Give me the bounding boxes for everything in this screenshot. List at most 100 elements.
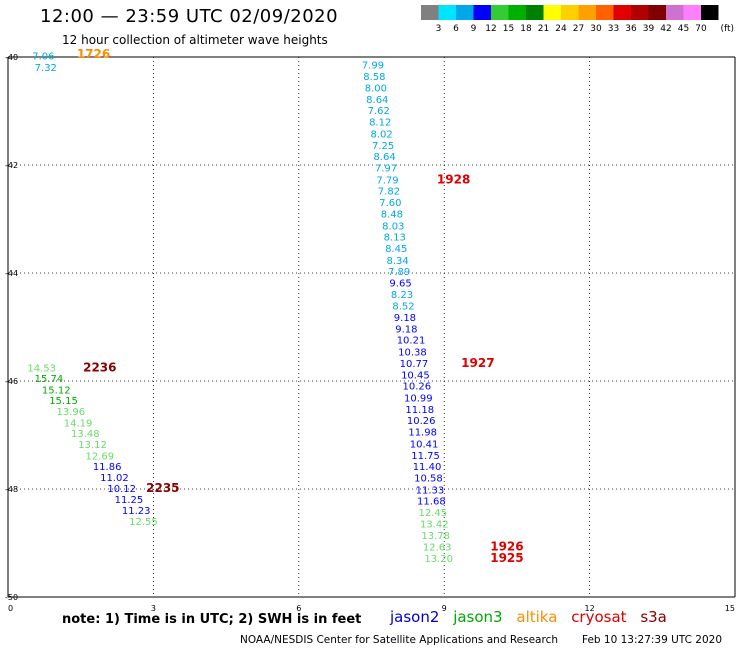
colorbar-swatch [526, 5, 544, 20]
colorbar-label: 27 [573, 24, 584, 34]
colorbar-label: 39 [643, 24, 655, 34]
y-tick-label: -44 [5, 269, 18, 278]
colorbar-label: 24 [555, 24, 567, 34]
colorbar-swatch [491, 5, 509, 20]
y-tick-label: -42 [5, 161, 18, 170]
pass-time-label: 1925 [490, 551, 523, 565]
wave-height-label: 8.03 [382, 221, 404, 232]
satellite-altika: altika [516, 608, 558, 626]
colorbar-swatch [543, 5, 561, 20]
wave-height-label: 10.41 [410, 439, 439, 450]
colorbar-swatch [648, 5, 666, 20]
colorbar-swatch [561, 5, 579, 20]
wave-height-label: 7.06 [32, 52, 54, 63]
colorbar-swatch [666, 5, 684, 20]
x-tick-label: 3 [151, 604, 156, 613]
colorbar-label: 15 [503, 24, 514, 34]
x-tick-label: 6 [296, 604, 301, 613]
axis-ticks: 0 3 6 9 12 15 -40 -42 -44 -46 -48 -50 [5, 53, 735, 613]
colorbar-swatch [473, 5, 491, 20]
wave-height-label: 15.12 [42, 385, 71, 396]
wave-height-label: 8.23 [391, 290, 413, 301]
wave-height-label: 10.38 [398, 348, 427, 359]
x-tick-label: 12 [585, 604, 595, 613]
wave-height-label: 14.19 [64, 418, 93, 429]
wave-height-label: 8.02 [371, 129, 393, 140]
wave-height-label: 12.55 [129, 517, 158, 528]
wave-height-label: 11.33 [416, 485, 445, 496]
wave-height-label: 11.86 [93, 462, 122, 473]
wave-height-label: 8.58 [363, 72, 385, 83]
chart-subtitle: 12 hour collection of altimeter wave hei… [62, 33, 328, 47]
wave-height-label: 13.96 [56, 407, 85, 418]
wave-height-label: 8.12 [369, 118, 391, 129]
x-tick-label: 9 [442, 604, 447, 613]
colorbar-label: 6 [453, 24, 459, 34]
wave-height-label: 11.40 [413, 462, 442, 473]
wave-height-label: 13.12 [78, 440, 107, 451]
x-tick-label: 0 [8, 604, 13, 613]
wave-height-label: 10.58 [414, 473, 443, 484]
wave-height-label: 8.13 [384, 233, 406, 244]
colorbar-swatch [456, 5, 474, 20]
wave-height-label: 12.63 [423, 543, 452, 554]
pass-time-label: 1927 [461, 356, 494, 370]
pass-time-label: 1928 [437, 172, 470, 186]
wave-height-label: 15.74 [35, 374, 64, 385]
wave-height-label: 8.52 [392, 302, 414, 313]
colorbar-swatch [438, 5, 456, 20]
colorbar-label: 33 [608, 24, 619, 34]
colorbar-label: 12 [485, 24, 496, 34]
wave-height-label: 11.25 [115, 495, 144, 506]
pass-time-label: 2235 [146, 481, 179, 495]
wave-height-label: 11.98 [408, 428, 437, 439]
wave-height-label: 13.48 [71, 429, 100, 440]
wave-height-label: 12.45 [419, 508, 448, 519]
color-scale-legend: 3 6 9 12 15 18 21 24 27 30 33 36 39 42 45 70 (ft) [421, 5, 734, 34]
wave-height-label: 7.82 [378, 187, 400, 198]
wave-height-label: 12.69 [86, 451, 115, 462]
generated-timestamp: Feb 10 13:27:39 UTC 2020 [582, 634, 722, 646]
colorbar-unit: (ft) [721, 24, 735, 34]
wave-height-label: 10.99 [404, 394, 433, 405]
colorbar-label: 36 [625, 24, 637, 34]
wave-height-label: 11.02 [100, 473, 129, 484]
satellite-s3a: s3a [640, 608, 667, 626]
wave-height-label: 10.21 [397, 336, 426, 347]
chart-title: 12:00 — 23:59 UTC 02/09/2020 [40, 6, 339, 27]
colorbar-label: 3 [436, 24, 442, 34]
wave-height-label: 8.48 [381, 209, 403, 220]
y-tick-label: -40 [5, 53, 18, 62]
colorbar-swatch [683, 5, 701, 20]
wave-height-label: 7.60 [379, 198, 401, 209]
colorbar-label: 30 [590, 24, 602, 34]
wave-height-label: 10.77 [400, 359, 429, 370]
grid-lines [7, 56, 736, 598]
wave-height-label: 7.97 [375, 163, 397, 174]
y-tick-label: -50 [5, 593, 18, 602]
colorbar-swatch [596, 5, 614, 20]
satellite-cryosat: cryosat [571, 608, 627, 626]
y-tick-label: -46 [5, 377, 18, 386]
colorbar-swatch [508, 5, 526, 20]
colorbar-swatch [631, 5, 649, 20]
wave-height-label: 7.79 [376, 175, 398, 186]
wave-height-label: 8.45 [385, 244, 407, 255]
y-tick-label: -48 [5, 485, 18, 494]
wave-height-label: 14.53 [27, 363, 56, 374]
wave-height-label: 11.75 [411, 451, 440, 462]
wave-height-label: 8.64 [366, 95, 388, 106]
pass-time-label: 1926 [490, 540, 523, 554]
colorbar-label: 70 [695, 24, 707, 34]
colorbar-label: 18 [520, 24, 532, 34]
colorbar-swatch [701, 5, 719, 20]
wave-height-label: 13.78 [421, 531, 450, 542]
x-tick-label: 15 [725, 604, 735, 613]
colorbar-label: 9 [471, 24, 477, 34]
wave-height-label: 15.15 [49, 396, 78, 407]
colorbar-label: 42 [660, 24, 671, 34]
satellite-jason3: jason3 [453, 608, 503, 626]
wave-height-label: 9.18 [394, 313, 416, 324]
wave-height-label: 11.68 [417, 497, 446, 508]
